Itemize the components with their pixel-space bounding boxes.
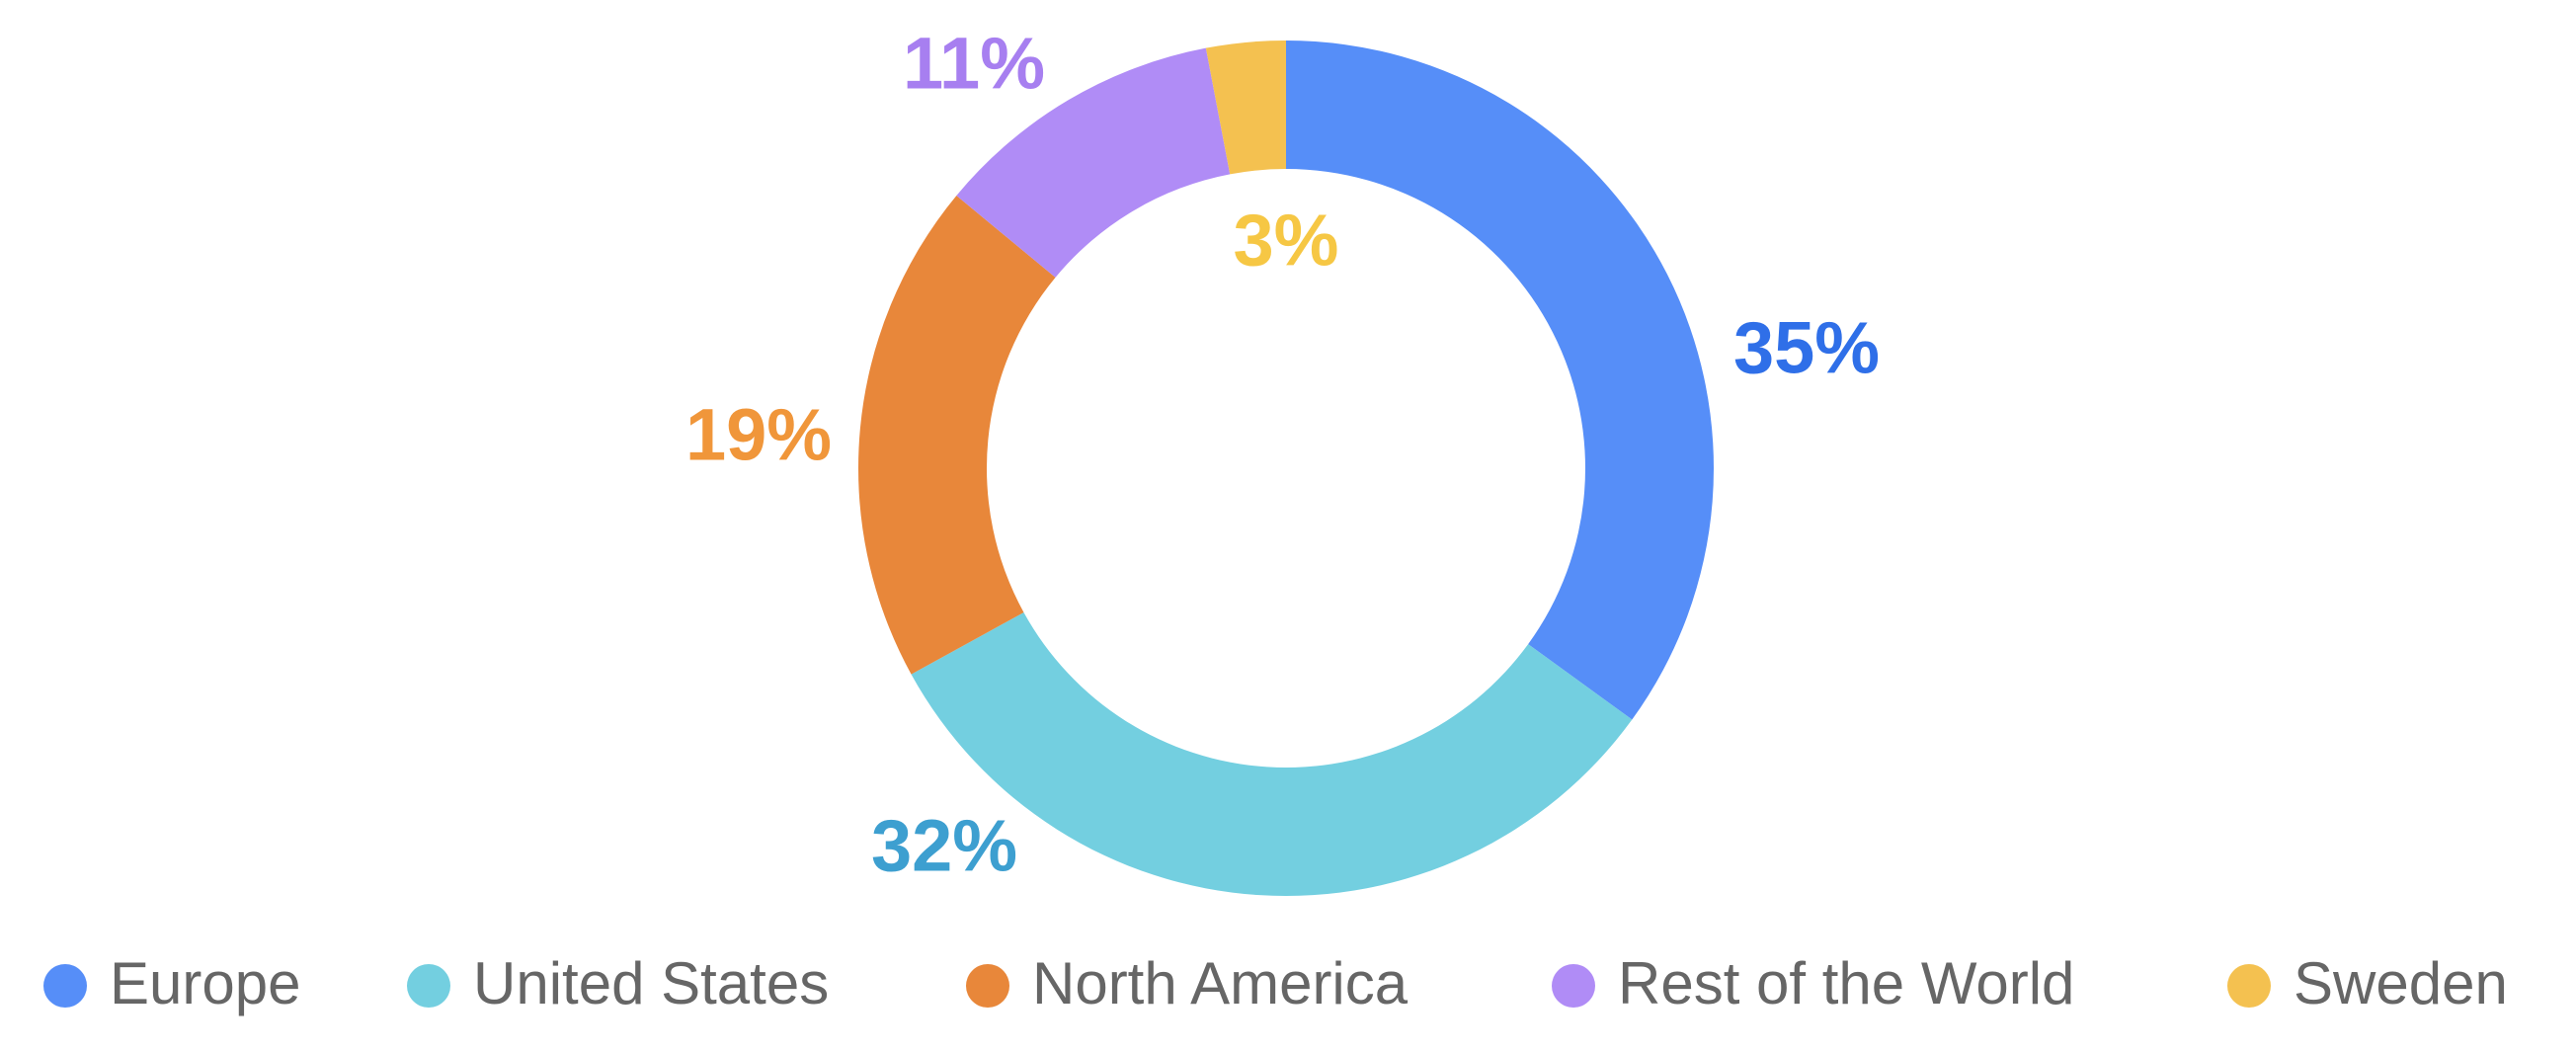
data-label: 11% <box>903 23 1045 105</box>
legend-marker <box>43 964 87 1008</box>
legend-marker <box>966 964 1009 1008</box>
legend-marker <box>407 964 450 1008</box>
data-label: 35% <box>1733 307 1880 389</box>
pie-segment <box>1286 40 1714 720</box>
legend-label: Europe <box>110 950 300 1016</box>
legend-label: Rest of the World <box>1618 950 2074 1016</box>
legend-marker <box>1552 964 1595 1008</box>
pie-segment <box>1205 40 1286 175</box>
data-label: 3% <box>1234 200 1339 282</box>
legend-label: North America <box>1032 950 1409 1016</box>
pie-segment <box>858 195 1056 675</box>
legend-marker <box>2227 964 2271 1008</box>
pie-segment <box>911 611 1633 897</box>
legend-label: United States <box>473 950 829 1016</box>
pie-segment <box>956 47 1231 278</box>
data-label: 32% <box>871 805 1017 887</box>
legend-label: Sweden <box>2294 950 2508 1016</box>
data-label: 19% <box>685 394 832 476</box>
